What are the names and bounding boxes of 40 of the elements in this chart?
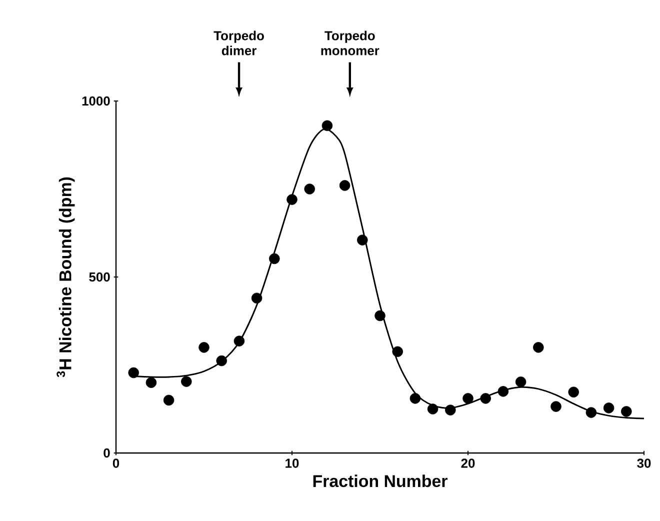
point [198, 342, 210, 353]
point [128, 367, 139, 378]
point [269, 253, 280, 264]
x-tick-label: 20 [461, 458, 475, 468]
x-tick-label: 10 [286, 458, 299, 468]
point [234, 336, 245, 346]
point [374, 310, 386, 322]
point [586, 407, 597, 418]
point [550, 401, 562, 412]
y-axis-title: $^{3}$H Nicotine Bound (dpm) [56, 177, 75, 378]
point [216, 355, 227, 366]
y-tick-label: 0 [104, 448, 110, 458]
point [515, 376, 526, 388]
point [251, 292, 262, 304]
point [480, 393, 491, 404]
point [357, 234, 368, 246]
point [533, 342, 544, 353]
y-tick-label: 500 [89, 272, 110, 282]
point [621, 406, 632, 417]
point [339, 180, 350, 191]
point [462, 393, 474, 404]
point [392, 346, 403, 357]
text: Torpedo dimer [214, 30, 264, 56]
point [498, 386, 509, 397]
point [603, 402, 614, 414]
x-tick-label: 30 [637, 458, 651, 468]
x-tick-label: 0 [112, 458, 120, 468]
y-tick-label: 1000 [82, 96, 110, 106]
point [445, 404, 456, 416]
text: Torpedo monomer [321, 30, 380, 56]
x-axis-title: Fraction Number [313, 474, 448, 488]
point [146, 377, 157, 388]
point [181, 376, 192, 387]
point [286, 194, 298, 205]
point [427, 404, 438, 414]
point [322, 120, 333, 132]
point [568, 386, 579, 398]
point [410, 393, 421, 404]
point [163, 394, 174, 406]
point [304, 184, 315, 194]
